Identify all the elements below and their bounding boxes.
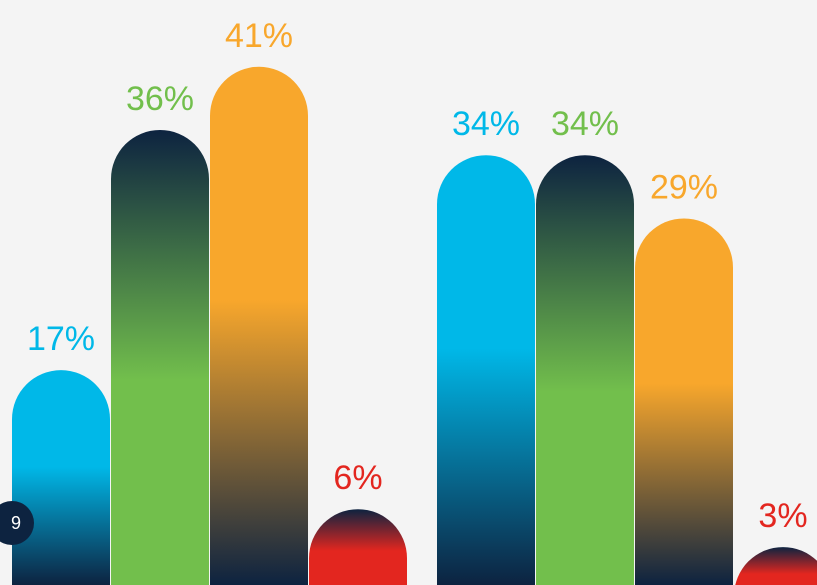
bar-group-2-bar-2 <box>536 155 634 585</box>
bar-group-1-bar-1 <box>12 370 110 585</box>
bar-group-1-bar-4 <box>309 509 407 585</box>
value-label-group-2-bar-4: 3% <box>758 497 807 535</box>
bar-group-2-bar-4 <box>734 547 817 585</box>
bar-group-2-bar-3 <box>635 218 733 585</box>
bar-group-1-bar-2 <box>111 129 209 585</box>
bar-group-1-bar-3 <box>210 66 308 585</box>
bar-group-2-bar-1 <box>437 155 535 585</box>
value-label-group-2-bar-3: 29% <box>650 168 718 206</box>
value-label-group-2-bar-1: 34% <box>452 105 520 143</box>
value-label-group-1-bar-4: 6% <box>333 459 382 497</box>
page-number: 9 <box>10 512 21 533</box>
bars-layer <box>12 66 817 585</box>
value-label-group-2-bar-2: 34% <box>551 105 619 143</box>
labels-layer: 17% 36% 41% 6% 34% 34% 29% 3% <box>27 17 808 535</box>
value-label-group-1-bar-2: 36% <box>126 80 194 118</box>
value-label-group-1-bar-1: 17% <box>27 320 95 358</box>
value-label-group-1-bar-3: 41% <box>225 17 293 55</box>
page-number-badge: 9 <box>0 501 34 545</box>
